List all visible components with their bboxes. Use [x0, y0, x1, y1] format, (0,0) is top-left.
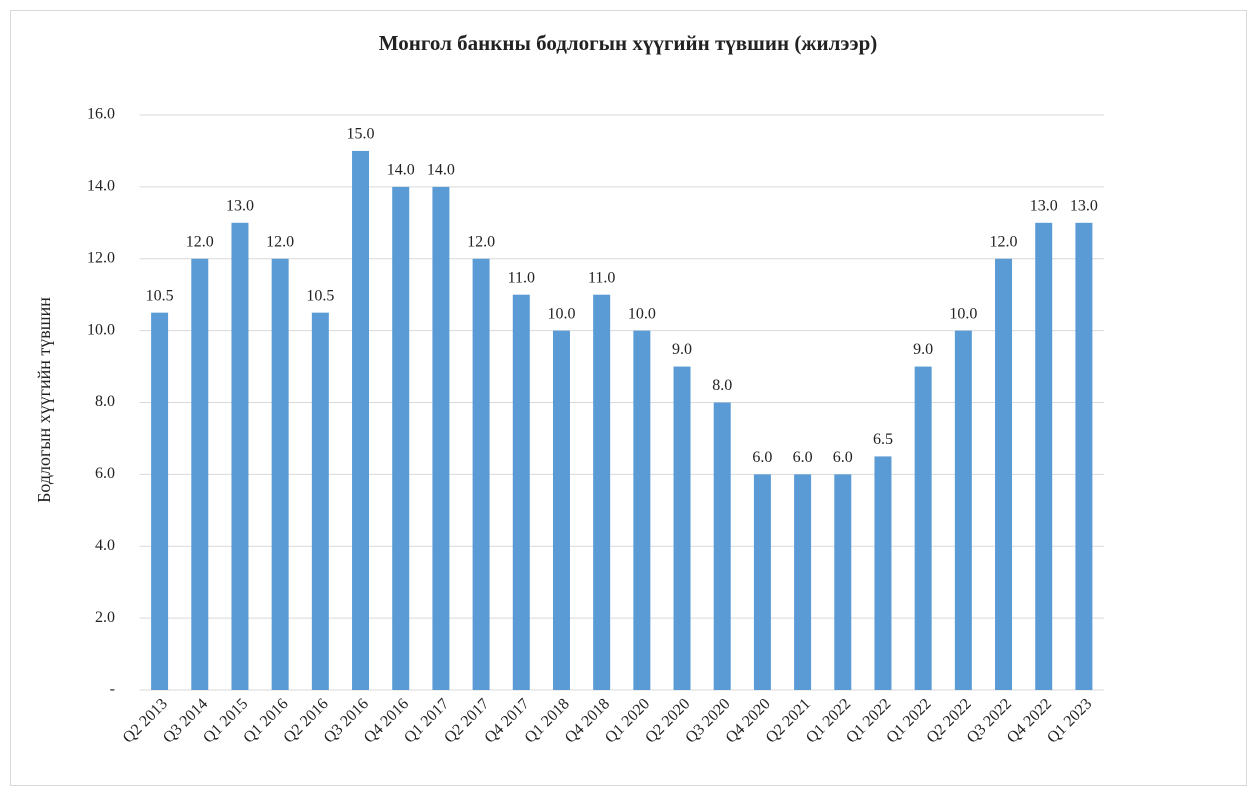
- bar: [914, 366, 932, 690]
- data-label: 12.0: [266, 233, 294, 250]
- y-tick-label: 8.0: [95, 393, 115, 410]
- y-tick-label: 2.0: [95, 609, 115, 626]
- data-label: 12.0: [186, 233, 214, 250]
- data-label: 6.0: [793, 449, 813, 466]
- bar: [995, 258, 1013, 690]
- data-label: 10.5: [146, 287, 174, 304]
- bar: [311, 312, 329, 690]
- data-label: 9.0: [913, 341, 933, 358]
- data-label: 12.0: [990, 233, 1018, 250]
- bar: [352, 150, 370, 690]
- data-label: 13.0: [1030, 197, 1058, 214]
- bar: [432, 186, 450, 690]
- y-tick-label: -: [110, 681, 115, 698]
- data-label: 10.0: [949, 305, 977, 322]
- y-tick-label: 14.0: [87, 178, 115, 195]
- bar: [673, 366, 691, 690]
- y-tick-label: 16.0: [87, 106, 115, 123]
- bar: [874, 456, 892, 690]
- bar: [271, 258, 289, 690]
- y-tick-label: 12.0: [87, 249, 115, 266]
- bar: [191, 258, 209, 690]
- y-tick-label: 4.0: [95, 537, 115, 554]
- bar: [753, 474, 771, 690]
- bar: [1075, 222, 1093, 690]
- y-tick-label: 6.0: [95, 465, 115, 482]
- bar: [552, 330, 570, 690]
- data-label: 14.0: [427, 162, 455, 179]
- data-label: 11.0: [588, 269, 615, 286]
- data-label: 13.0: [226, 197, 254, 214]
- bar: [834, 474, 852, 690]
- data-label: 13.0: [1070, 197, 1098, 214]
- bar: [392, 186, 410, 690]
- bar: [151, 312, 169, 690]
- data-label: 6.0: [833, 449, 853, 466]
- data-label: 11.0: [508, 269, 535, 286]
- data-label: 9.0: [672, 341, 692, 358]
- chart-title: Монгол банкны бодлогын хүүгийн түвшин (ж…: [379, 31, 878, 55]
- data-label: 12.0: [467, 233, 495, 250]
- bar: [231, 222, 249, 690]
- data-label: 15.0: [347, 126, 375, 143]
- data-label: 10.0: [547, 305, 575, 322]
- bar: [472, 258, 490, 690]
- bar: [633, 330, 651, 690]
- bar: [1035, 222, 1053, 690]
- bar: [593, 294, 611, 690]
- data-label: 6.5: [873, 431, 893, 448]
- bar: [954, 330, 972, 690]
- data-label: 10.5: [306, 287, 334, 304]
- y-axis-label: Бодлогын хүүгийн түвшин: [34, 297, 54, 503]
- y-tick-label: 10.0: [87, 321, 115, 338]
- bar: [794, 474, 812, 690]
- bar: [713, 402, 731, 690]
- data-label: 8.0: [712, 377, 732, 394]
- data-label: 14.0: [387, 162, 415, 179]
- bar: [512, 294, 530, 690]
- data-label: 10.0: [628, 305, 656, 322]
- data-label: 6.0: [752, 449, 772, 466]
